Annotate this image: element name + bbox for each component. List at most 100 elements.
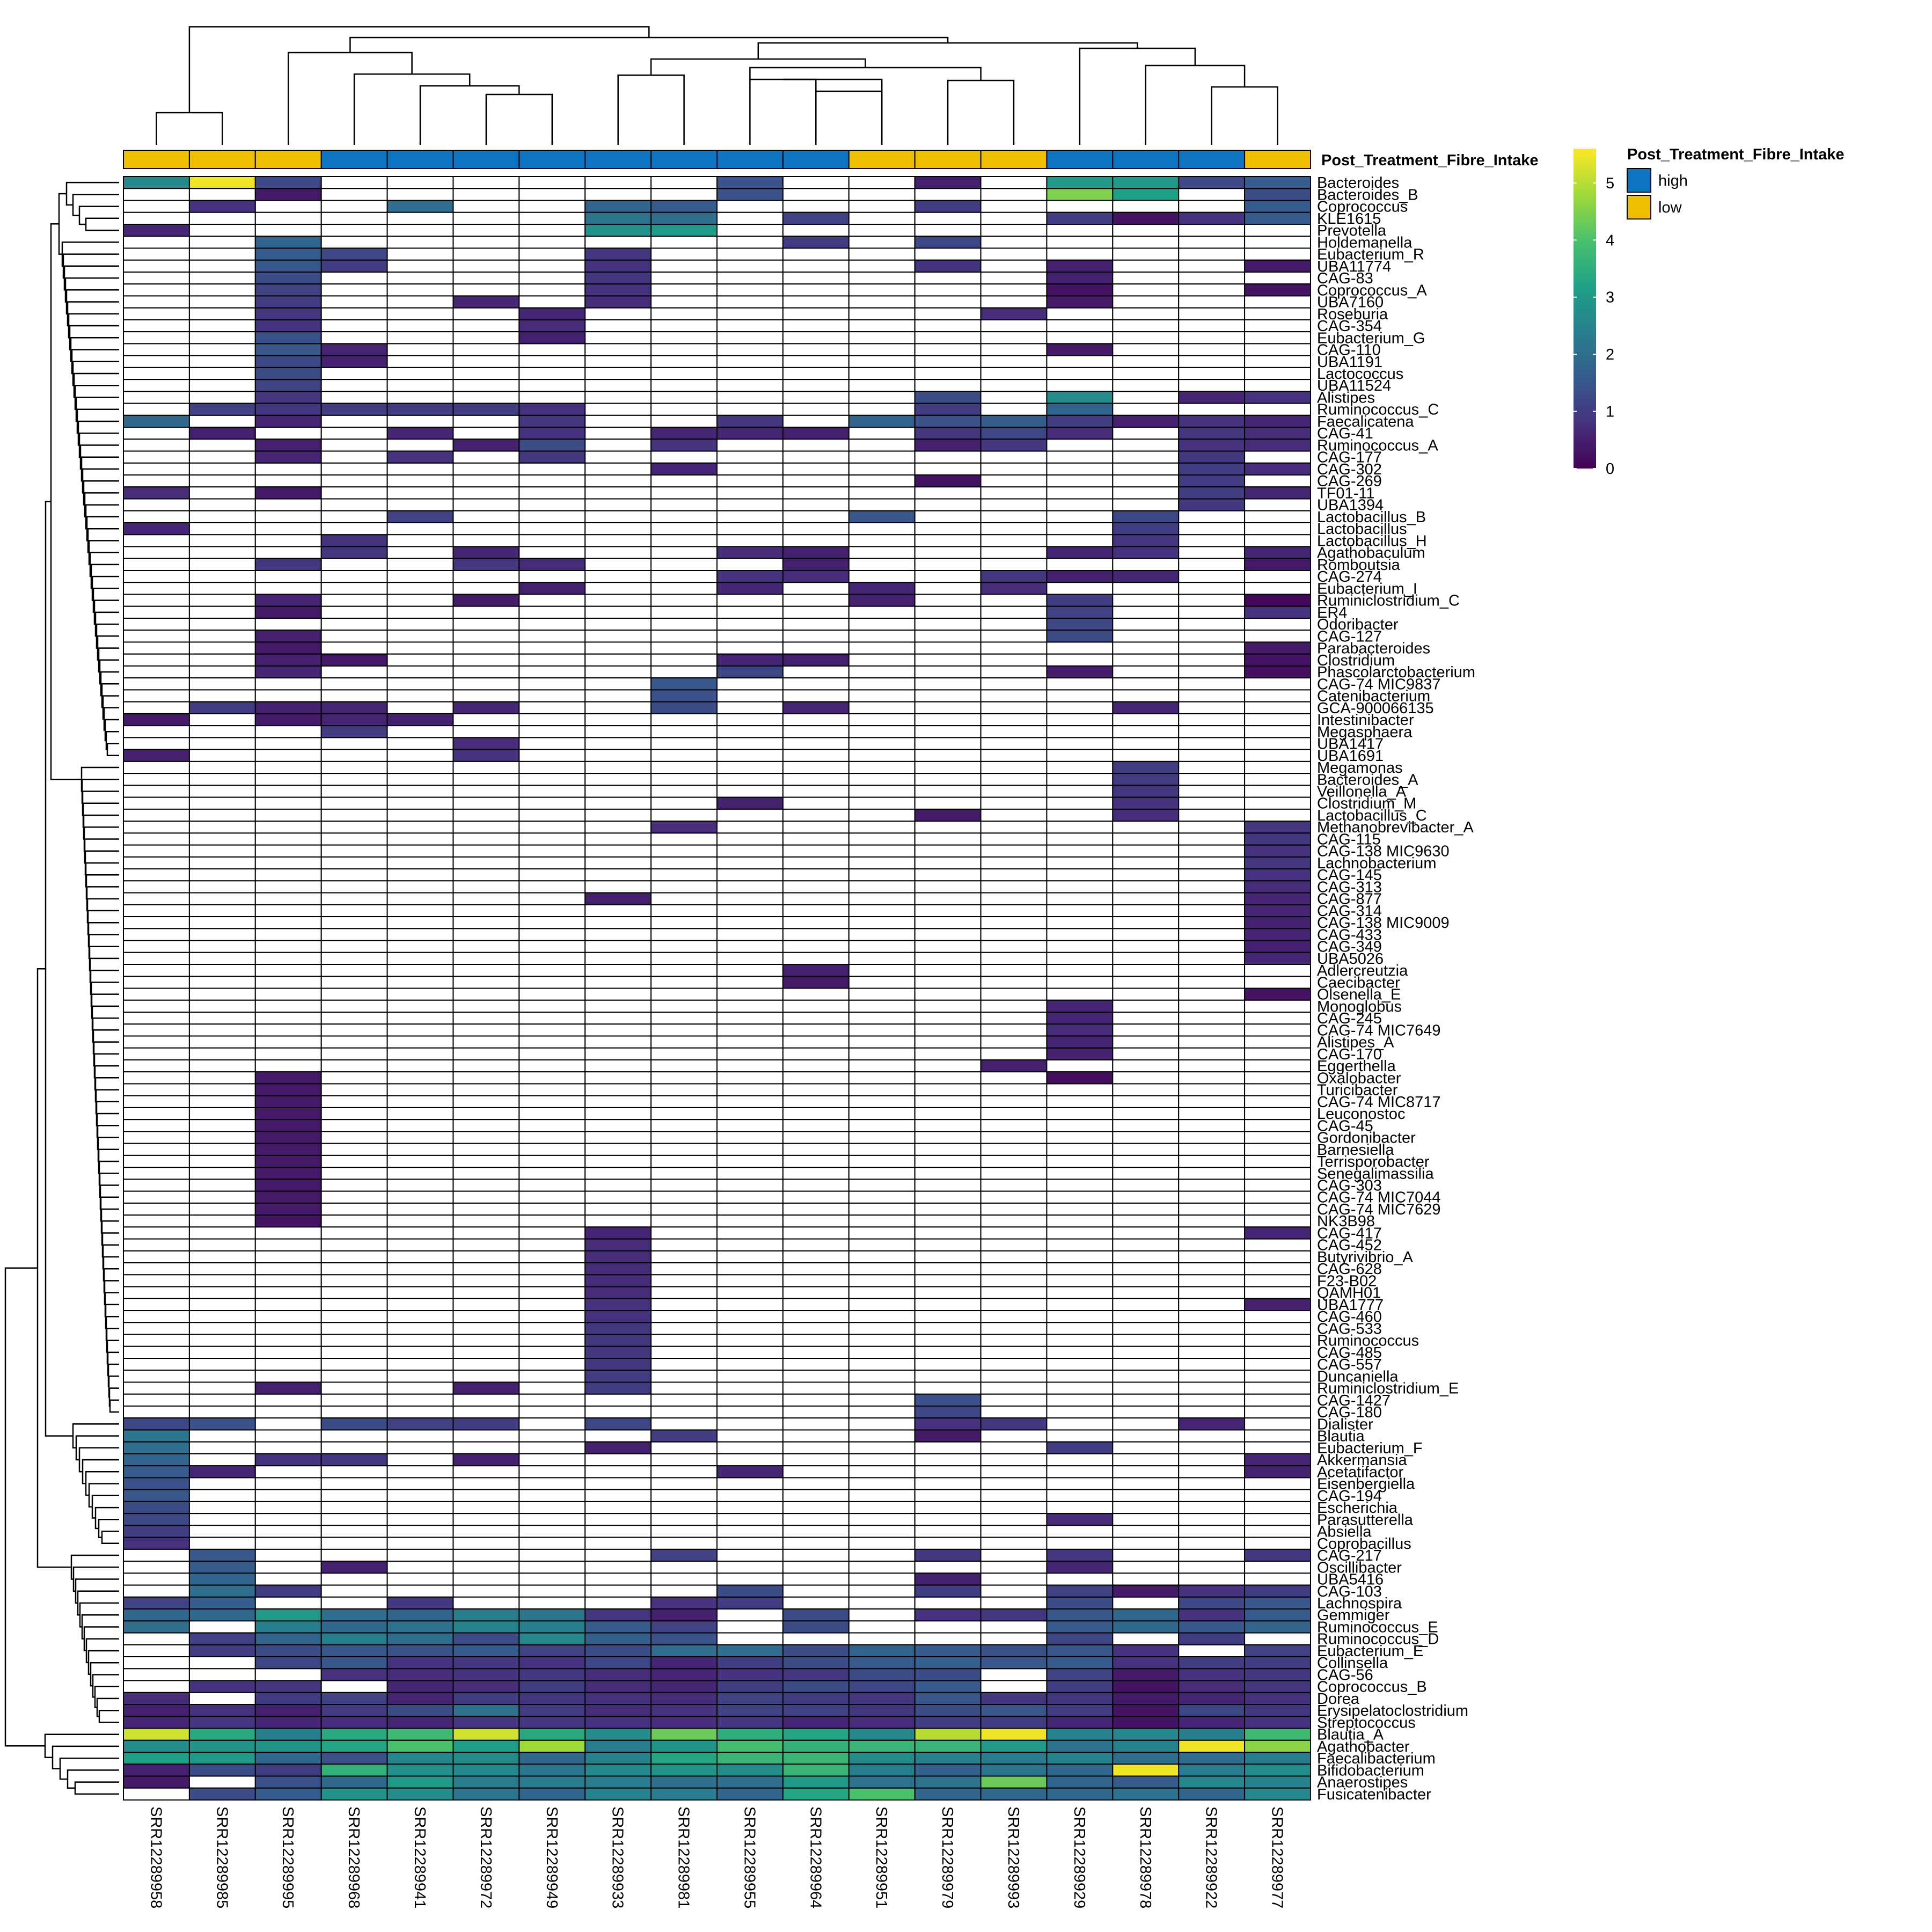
heatmap-cell — [1046, 928, 1114, 941]
heatmap-cell — [1046, 1704, 1114, 1717]
heatmap-cell — [320, 427, 388, 440]
heatmap-cell — [320, 546, 388, 559]
heatmap-cell — [1046, 1310, 1114, 1323]
heatmap-cell — [1178, 1465, 1246, 1479]
heatmap-cell — [980, 522, 1048, 536]
genus-label: Eisenbergiella — [1317, 1476, 1415, 1493]
heatmap-cell — [452, 1298, 520, 1312]
heatmap-cell — [980, 1548, 1048, 1562]
heatmap-cell — [848, 343, 916, 356]
heatmap-cell — [914, 1298, 982, 1312]
heatmap-cell — [1178, 367, 1246, 380]
heatmap-cell — [452, 247, 520, 261]
heatmap-cell — [1244, 1035, 1312, 1049]
heatmap-cell — [452, 1167, 520, 1180]
heatmap-cell — [584, 1370, 652, 1383]
heatmap-cell — [914, 1489, 982, 1502]
heatmap-cell — [716, 176, 784, 189]
heatmap-cell — [1244, 1107, 1312, 1121]
genus-label: UBA1691 — [1317, 748, 1384, 765]
heatmap-cell — [188, 1596, 256, 1610]
heatmap-cell — [1112, 677, 1180, 691]
heatmap-cell — [518, 343, 586, 356]
heatmap-cell — [584, 904, 652, 918]
heatmap-cell — [320, 1453, 388, 1467]
heatmap-cell — [650, 1775, 718, 1789]
heatmap-cell — [1046, 832, 1114, 846]
heatmap-cell — [1178, 1525, 1246, 1538]
heatmap-cell — [386, 1274, 454, 1287]
heatmap-cell — [980, 892, 1048, 905]
colorbar-tick-label: 4 — [1606, 232, 1614, 249]
heatmap-cell — [320, 1561, 388, 1574]
heatmap-cell — [584, 653, 652, 667]
heatmap-cell — [123, 319, 190, 333]
heatmap-cell — [320, 1584, 388, 1598]
genus-label: Coprobacillus — [1317, 1535, 1411, 1553]
heatmap-cell — [1178, 259, 1246, 273]
genus-label: CAG-349 — [1317, 939, 1382, 956]
genus-label: Megamonas — [1317, 759, 1403, 777]
heatmap-cell — [1112, 558, 1180, 572]
heatmap-cell — [980, 630, 1048, 643]
sample-label: SRR12289955 — [741, 1806, 758, 1908]
heatmap-cell — [188, 976, 256, 989]
genus-label: Parabacteroides — [1317, 640, 1430, 657]
heatmap-cell — [386, 773, 454, 786]
heatmap-cell — [386, 796, 454, 810]
heatmap-cell — [452, 1370, 520, 1383]
heatmap-cell — [584, 427, 652, 440]
heatmap-cell — [518, 713, 586, 727]
heatmap-cell — [320, 486, 388, 500]
heatmap-cell — [848, 1286, 916, 1299]
heatmap-cell — [716, 1393, 784, 1407]
heatmap-cell — [188, 427, 256, 440]
annotation-cell-high — [1046, 150, 1114, 169]
heatmap-cell — [848, 1095, 916, 1108]
heatmap-cell — [123, 1692, 190, 1706]
heatmap-cell — [386, 498, 454, 511]
heatmap-cell — [452, 1035, 520, 1049]
heatmap-cell — [1046, 916, 1114, 930]
heatmap-cell — [584, 1536, 652, 1550]
heatmap-cell — [980, 1345, 1048, 1359]
genus-label: Coprococcus_A — [1317, 282, 1427, 299]
heatmap-cell — [1244, 558, 1312, 572]
genus-label: Ruminiclostridium_C — [1317, 592, 1460, 610]
heatmap-cell — [1046, 450, 1114, 464]
heatmap-cell — [782, 713, 850, 727]
heatmap-cell — [320, 1274, 388, 1287]
heatmap-cell — [386, 1417, 454, 1431]
heatmap-cell — [386, 1775, 454, 1789]
heatmap-cell — [1046, 1477, 1114, 1490]
heatmap-cell — [188, 1143, 256, 1156]
heatmap-cell — [320, 295, 388, 309]
heatmap-cell — [584, 844, 652, 858]
heatmap-cell — [782, 558, 850, 572]
heatmap-cell — [254, 1238, 322, 1252]
heatmap-cell — [914, 892, 982, 905]
heatmap-cell — [848, 1334, 916, 1347]
heatmap-cell — [254, 200, 322, 213]
heatmap-cell — [1178, 749, 1246, 762]
heatmap-cell — [1112, 1405, 1180, 1419]
genus-label: Roseburia — [1317, 306, 1388, 323]
heatmap-cell — [980, 379, 1048, 392]
heatmap-cell — [650, 868, 718, 882]
heatmap-cell — [848, 1011, 916, 1025]
heatmap-cell — [188, 868, 256, 882]
genus-label: UBA5416 — [1317, 1571, 1384, 1589]
heatmap-cell — [584, 1167, 652, 1180]
genus-label: CAG-74 MIC7629 — [1317, 1201, 1441, 1218]
heatmap-cell — [980, 1489, 1048, 1502]
heatmap-cell — [386, 808, 454, 822]
heatmap-cell — [1178, 247, 1246, 261]
heatmap-cell — [716, 1226, 784, 1240]
heatmap-cell — [1046, 1345, 1114, 1359]
heatmap-cell — [650, 414, 718, 428]
heatmap-cell — [782, 1584, 850, 1598]
heatmap-cell — [716, 450, 784, 464]
heatmap-cell — [254, 319, 322, 333]
heatmap-cell — [518, 1644, 586, 1658]
heatmap-cell — [716, 689, 784, 702]
